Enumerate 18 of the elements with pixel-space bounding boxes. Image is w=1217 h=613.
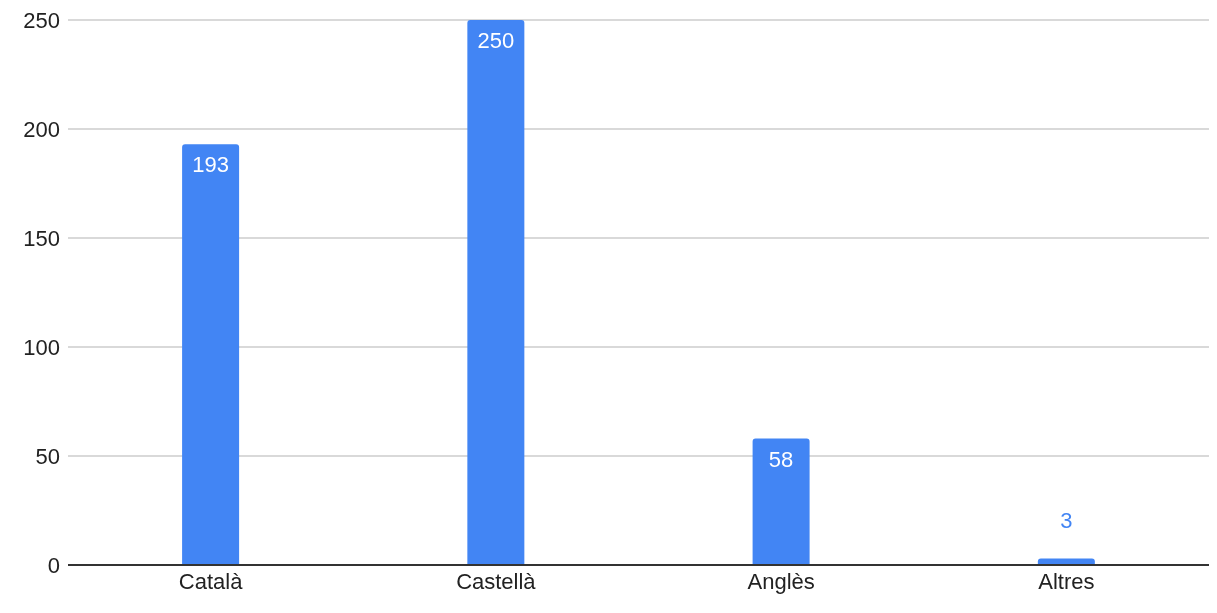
bar bbox=[752, 438, 810, 565]
x-tick-label: Altres bbox=[1038, 568, 1095, 594]
y-tick-label: 100 bbox=[23, 334, 60, 360]
data-label: 250 bbox=[477, 28, 515, 53]
data-label: 58 bbox=[768, 446, 794, 472]
y-tick-label: 150 bbox=[23, 225, 60, 251]
y-tick-label: 200 bbox=[23, 116, 60, 142]
data-label: 3 bbox=[1060, 508, 1073, 534]
data-label: 193 bbox=[192, 152, 229, 178]
y-tick-label: 50 bbox=[35, 443, 60, 469]
x-tick-label: Català bbox=[178, 568, 244, 594]
bar bbox=[467, 20, 525, 565]
y-tick-label: 250 bbox=[23, 7, 60, 33]
bar bbox=[182, 144, 240, 565]
y-tick-label: 0 bbox=[47, 552, 60, 578]
x-tick-label: Castellà bbox=[456, 568, 537, 594]
bar bbox=[1037, 558, 1095, 565]
x-tick-label: Anglès bbox=[747, 568, 815, 594]
